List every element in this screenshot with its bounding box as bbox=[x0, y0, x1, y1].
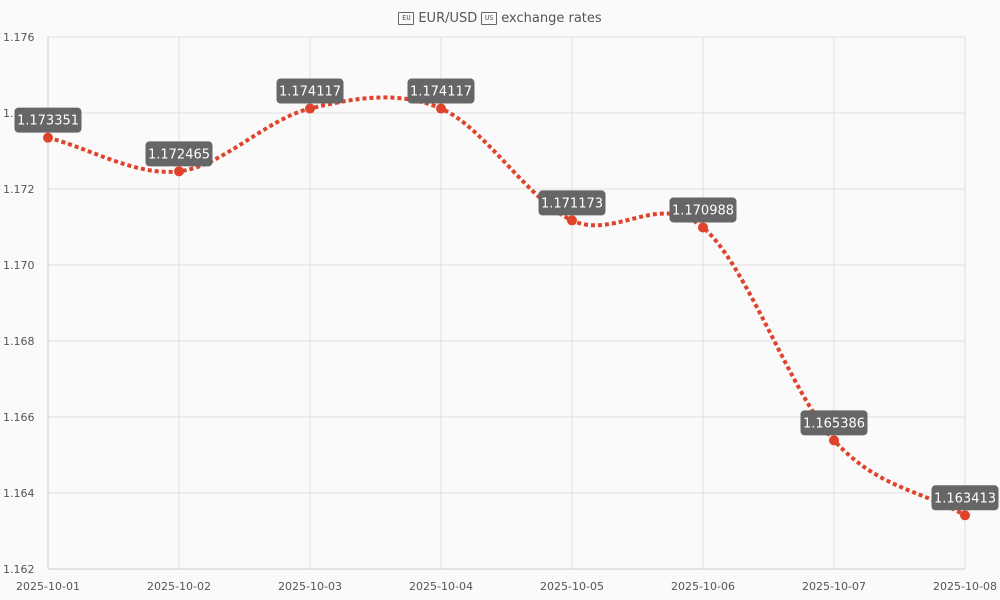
y-tick-label: 1.172 bbox=[3, 183, 35, 196]
data-point bbox=[305, 103, 315, 114]
x-tick-label: 2025-10-04 bbox=[409, 580, 473, 593]
data-label: 1.163413 bbox=[931, 485, 999, 511]
y-tick-label: 1.162 bbox=[3, 563, 35, 576]
data-label-text: 1.173351 bbox=[17, 114, 79, 129]
x-tick-label: 2025-10-05 bbox=[540, 580, 604, 593]
data-point bbox=[698, 222, 708, 233]
data-label-box bbox=[407, 78, 475, 104]
data-points bbox=[43, 103, 970, 521]
x-tick-label: 2025-10-06 bbox=[671, 580, 735, 593]
data-label-box bbox=[931, 485, 999, 511]
y-tick-label: 1.164 bbox=[3, 487, 35, 500]
data-label-box bbox=[538, 190, 606, 216]
data-label-box bbox=[800, 410, 868, 436]
data-point bbox=[829, 435, 839, 446]
x-tick-label: 2025-10-01 bbox=[16, 580, 80, 593]
y-tick-label: 1.170 bbox=[3, 259, 35, 272]
title-text: exchange rates bbox=[501, 10, 602, 26]
data-label: 1.165386 bbox=[800, 410, 868, 436]
x-tick-label: 2025-10-07 bbox=[802, 580, 866, 593]
data-label: 1.173351 bbox=[14, 107, 82, 133]
data-label-text: 1.165386 bbox=[803, 416, 865, 431]
data-label: 1.174117 bbox=[276, 78, 344, 104]
data-point bbox=[436, 103, 446, 114]
x-tick-label: 2025-10-08 bbox=[933, 580, 997, 593]
data-label-box bbox=[14, 107, 82, 133]
data-point bbox=[567, 215, 577, 226]
data-label-box bbox=[669, 197, 737, 223]
x-tick-label: 2025-10-03 bbox=[278, 580, 342, 593]
data-label: 1.172465 bbox=[145, 141, 213, 167]
data-label-text: 1.170988 bbox=[672, 203, 734, 218]
data-label-text: 1.171173 bbox=[541, 196, 603, 211]
currency-pair: EUR/USD bbox=[418, 10, 478, 26]
y-tick-label: 1.168 bbox=[3, 335, 35, 348]
data-label: 1.174117 bbox=[407, 78, 475, 104]
axes: 1.1621.1641.1661.1681.1701.1721.1741.176… bbox=[3, 31, 997, 593]
data-label-text: 1.163413 bbox=[934, 491, 996, 506]
eu-flag-icon: EU bbox=[398, 11, 415, 25]
chart-title: EU EUR/USD US exchange rates bbox=[0, 8, 1000, 28]
us-flag-icon: US bbox=[481, 11, 498, 25]
data-labels: 1.173351 1.172465 1.174117 1.174117 1.171173… bbox=[14, 78, 999, 511]
y-tick-label: 1.176 bbox=[3, 31, 35, 44]
data-point bbox=[43, 132, 53, 143]
x-tick-label: 2025-10-02 bbox=[147, 580, 211, 593]
data-label: 1.171173 bbox=[538, 190, 606, 216]
data-label-box bbox=[276, 78, 344, 104]
data-label-text: 1.172465 bbox=[148, 147, 210, 162]
data-label-box bbox=[145, 141, 213, 167]
data-label: 1.170988 bbox=[669, 197, 737, 223]
data-label-text: 1.174117 bbox=[279, 85, 341, 100]
data-point bbox=[960, 510, 970, 521]
y-tick-label: 1.166 bbox=[3, 411, 35, 424]
data-point bbox=[174, 166, 184, 177]
grid bbox=[47, 36, 966, 570]
data-label-text: 1.174117 bbox=[410, 85, 472, 100]
